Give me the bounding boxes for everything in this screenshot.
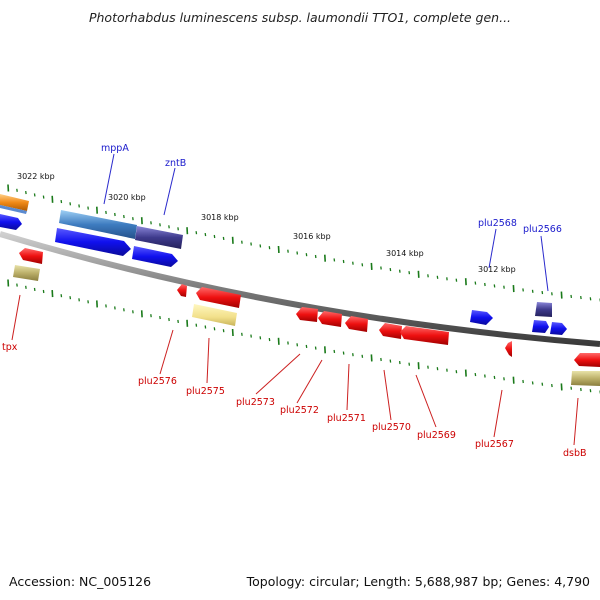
gene-reverse-plu2576[interactable]	[196, 287, 241, 308]
topology-label: Topology: circular; Length: 5,688,987 bp…	[246, 574, 590, 589]
leader-lines	[11, 153, 579, 446]
gene-forward-left[interactable]	[0, 214, 22, 230]
feature-orange-left[interactable]	[0, 194, 29, 214]
scale-label: 3022 kbp	[17, 172, 55, 181]
gene-label-plu2568[interactable]: plu2568	[478, 218, 517, 229]
gene-reverse-left[interactable]	[19, 248, 43, 264]
gene-label-tpx[interactable]: tpx	[2, 342, 18, 353]
gene-plu2568[interactable]	[470, 310, 493, 325]
gene-label-plu2570[interactable]: plu2570	[372, 422, 411, 433]
gene-mppA[interactable]	[59, 210, 137, 239]
gene-plu2572[interactable]	[318, 311, 342, 327]
gene-label-plu2566[interactable]: plu2566	[523, 224, 562, 235]
gene-plu2576[interactable]	[177, 284, 187, 297]
gene-label-plu2567[interactable]: plu2567	[475, 439, 514, 450]
gene-plu2575[interactable]	[192, 304, 237, 326]
gene-label-plu2575[interactable]: plu2575	[186, 386, 225, 397]
gene-dsbB[interactable]	[571, 371, 600, 386]
gene-label-plu2571[interactable]: plu2571	[327, 413, 366, 424]
gene-label-dsbB[interactable]: dsbB	[563, 448, 587, 459]
gene-label-zntB[interactable]: zntB	[165, 158, 186, 169]
gene-forward-mppA-strand[interactable]	[55, 228, 131, 256]
scale-ticks-inner	[7, 279, 600, 394]
gene-label-plu2573[interactable]: plu2573	[236, 397, 275, 408]
scale-label: 3012 kbp	[478, 265, 516, 274]
scale-ticks-outer	[7, 184, 600, 302]
gene-plu2567[interactable]	[505, 341, 512, 357]
gene-plu2573[interactable]	[296, 307, 318, 322]
accession-label: Accession: NC_005126	[9, 574, 151, 589]
scale-label: 3020 kbp	[108, 193, 146, 202]
gene-plu2566[interactable]	[532, 302, 567, 335]
gene-tpx[interactable]	[13, 265, 40, 281]
gene-zntB[interactable]	[135, 226, 183, 249]
scale-label: 3014 kbp	[386, 249, 424, 258]
gene-plu2569[interactable]	[400, 326, 449, 345]
genome-backbone	[0, 231, 600, 347]
gene-plu2571[interactable]	[345, 316, 368, 332]
gene-plu2570[interactable]	[379, 323, 402, 339]
gene-forward-zntB-strand[interactable]	[132, 246, 178, 267]
map-title: Photorhabdus luminescens subsp. laumondi…	[89, 10, 511, 25]
gene-label-plu2569[interactable]: plu2569	[417, 430, 456, 441]
gene-label-mppA[interactable]: mppA	[101, 143, 129, 154]
gene-reverse-right[interactable]	[574, 353, 600, 367]
gene-label-plu2576[interactable]: plu2576	[138, 376, 177, 387]
scale-label: 3018 kbp	[201, 213, 239, 222]
gene-label-plu2572[interactable]: plu2572	[280, 405, 319, 416]
scale-label: 3016 kbp	[293, 232, 331, 241]
